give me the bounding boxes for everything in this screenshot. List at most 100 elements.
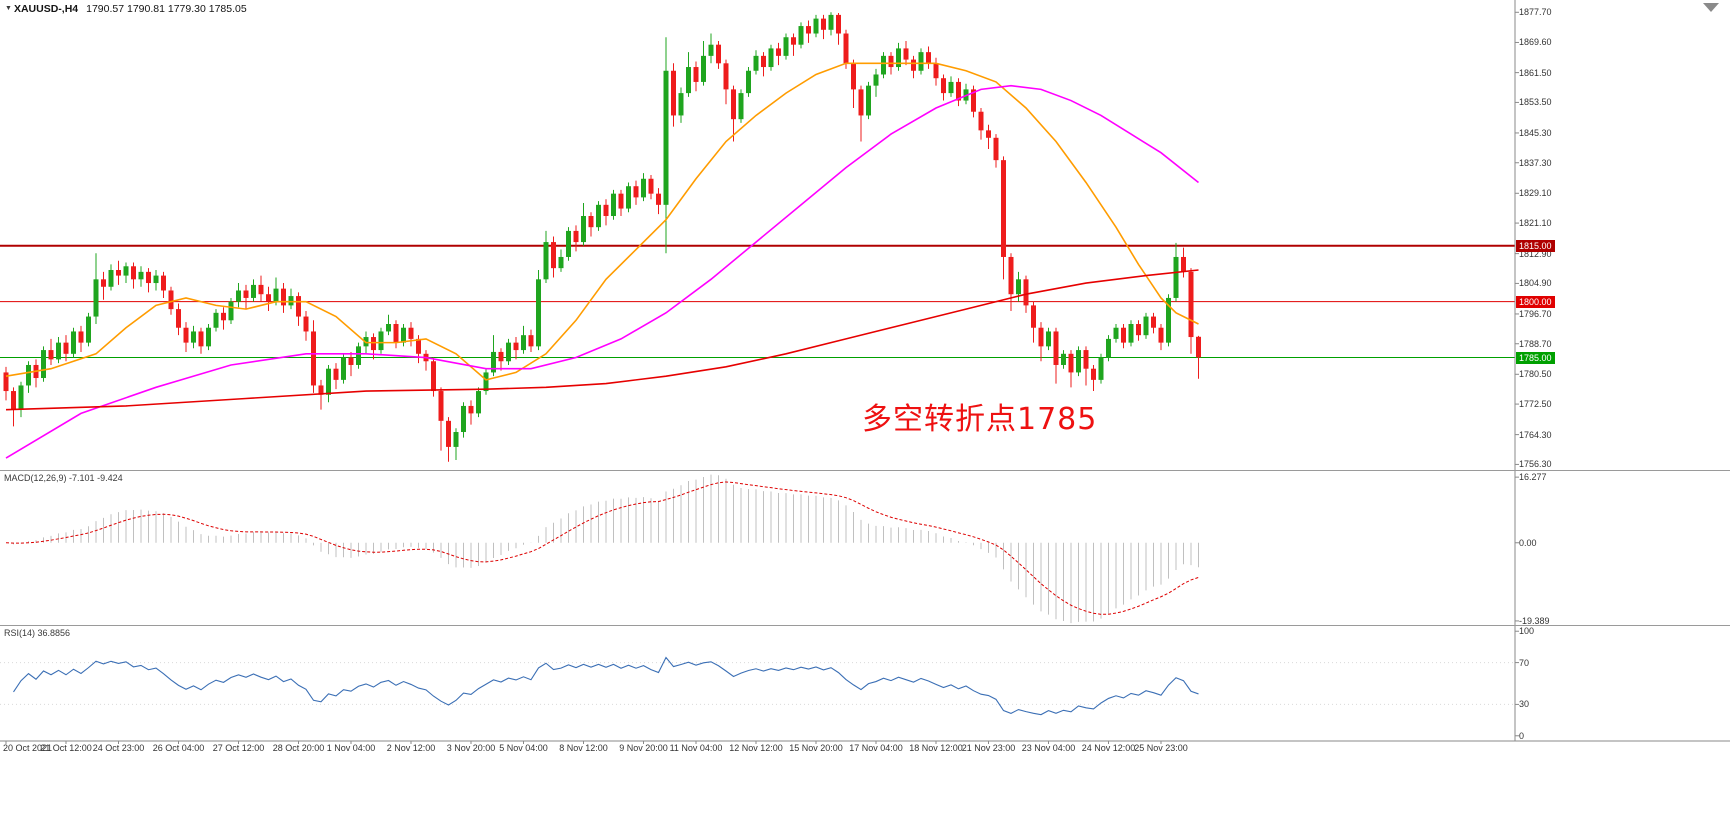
candle <box>146 268 151 293</box>
candle <box>1106 335 1111 362</box>
candle <box>86 312 91 347</box>
price-tick-label: 1764.30 <box>1519 429 1552 440</box>
date-tick-label: 28 Oct 20:00 <box>272 743 325 753</box>
candle <box>333 363 339 390</box>
candle <box>423 350 429 371</box>
candle <box>948 76 954 97</box>
candle <box>671 63 676 127</box>
candle <box>1068 350 1074 388</box>
candle <box>851 59 856 109</box>
candle <box>386 314 391 336</box>
candle <box>821 14 826 40</box>
macd-histogram <box>13 474 1199 624</box>
candle <box>483 368 489 395</box>
candle <box>1038 322 1044 362</box>
candle <box>678 87 684 123</box>
candle <box>791 33 796 56</box>
candle <box>626 182 631 213</box>
chart-shift-marker[interactable] <box>1703 3 1719 12</box>
ma-mid-magenta-line <box>5 84 1199 459</box>
candle <box>438 387 444 451</box>
candle <box>611 189 616 220</box>
ma-fast-orange-line <box>5 62 1199 381</box>
date-tick-label: 15 Nov 20:00 <box>789 743 843 753</box>
candle <box>1188 268 1194 354</box>
rsi-name-label: RSI(14) <box>4 628 36 638</box>
date-tick-label: 23 Nov 04:00 <box>1021 743 1076 753</box>
candle <box>213 309 219 332</box>
price-badge-1815.00: 1815.00 <box>1516 239 1555 252</box>
candle <box>191 325 196 349</box>
candle <box>1061 350 1066 369</box>
candle <box>461 402 466 438</box>
candle <box>1151 312 1156 334</box>
candle <box>513 337 519 360</box>
candle <box>228 297 234 325</box>
macd-panel[interactable] <box>0 471 1515 625</box>
candle <box>1136 320 1141 341</box>
price-tick-label: 1788.70 <box>1519 338 1552 349</box>
candle <box>71 327 76 358</box>
candle <box>123 262 129 284</box>
candle <box>866 81 871 120</box>
candle <box>918 48 924 75</box>
macd-values-label: -7.101 -9.424 <box>69 473 123 483</box>
candle <box>896 42 901 71</box>
candle <box>926 46 931 69</box>
candle <box>393 320 399 349</box>
candle <box>168 286 174 315</box>
candle <box>206 324 211 351</box>
candle <box>1076 346 1081 377</box>
price-badge-1785.00: 1785.00 <box>1516 351 1555 364</box>
rsi-tick-label: 0 <box>1519 730 1525 741</box>
date-tick-label: 25 Nov 23:00 <box>1134 743 1188 753</box>
candle <box>813 14 819 38</box>
date-tick-label: 17 Nov 04:00 <box>849 743 903 753</box>
macd-signal-line <box>5 481 1199 615</box>
candle <box>506 338 511 365</box>
candle <box>693 61 699 92</box>
candle <box>3 366 9 401</box>
candle <box>1158 324 1164 351</box>
rsi-indicator-label: RSI(14) 36.8856 <box>4 628 70 638</box>
candle <box>378 327 384 354</box>
candle <box>716 40 721 69</box>
candle <box>26 361 31 393</box>
date-tick-label: 1 Nov 04:00 <box>326 743 376 753</box>
rsi-panel[interactable] <box>0 626 1515 741</box>
candle <box>633 180 639 205</box>
candle <box>1031 301 1036 343</box>
candle <box>663 37 669 254</box>
date-tick-label: 24 Nov 12:00 <box>1081 743 1136 753</box>
candle <box>1001 156 1006 280</box>
quote-ohlc-label: 1790.57 1790.81 1779.30 1785.05 <box>86 3 247 15</box>
candle <box>746 67 751 97</box>
rsi-tick-label: 100 <box>1519 626 1535 637</box>
candle <box>543 230 549 284</box>
candle <box>603 199 609 226</box>
candle <box>701 40 706 86</box>
price-tick-label: 1821.10 <box>1519 218 1552 229</box>
candle <box>738 89 744 123</box>
symbol-period-label: XAUUSD-,H4 <box>13 3 79 15</box>
candle <box>881 52 886 79</box>
candle <box>836 13 841 45</box>
price-tick-label: 1756.30 <box>1519 459 1552 470</box>
main-chart-panel[interactable] <box>0 0 1515 470</box>
date-tick-label: 27 Oct 12:00 <box>212 743 265 753</box>
candle <box>528 329 534 352</box>
candle <box>348 351 354 377</box>
candle <box>648 175 654 200</box>
candle <box>723 59 729 105</box>
candle <box>468 400 474 425</box>
candle <box>1098 353 1104 384</box>
candle <box>296 292 301 326</box>
candle <box>176 303 181 336</box>
candle <box>356 342 361 369</box>
candle <box>108 264 114 291</box>
candle <box>806 20 811 43</box>
candle <box>858 85 864 142</box>
hlines-layer <box>0 244 1515 359</box>
candle <box>1166 294 1171 347</box>
date-tick-label: 5 Nov 04:00 <box>499 743 548 753</box>
